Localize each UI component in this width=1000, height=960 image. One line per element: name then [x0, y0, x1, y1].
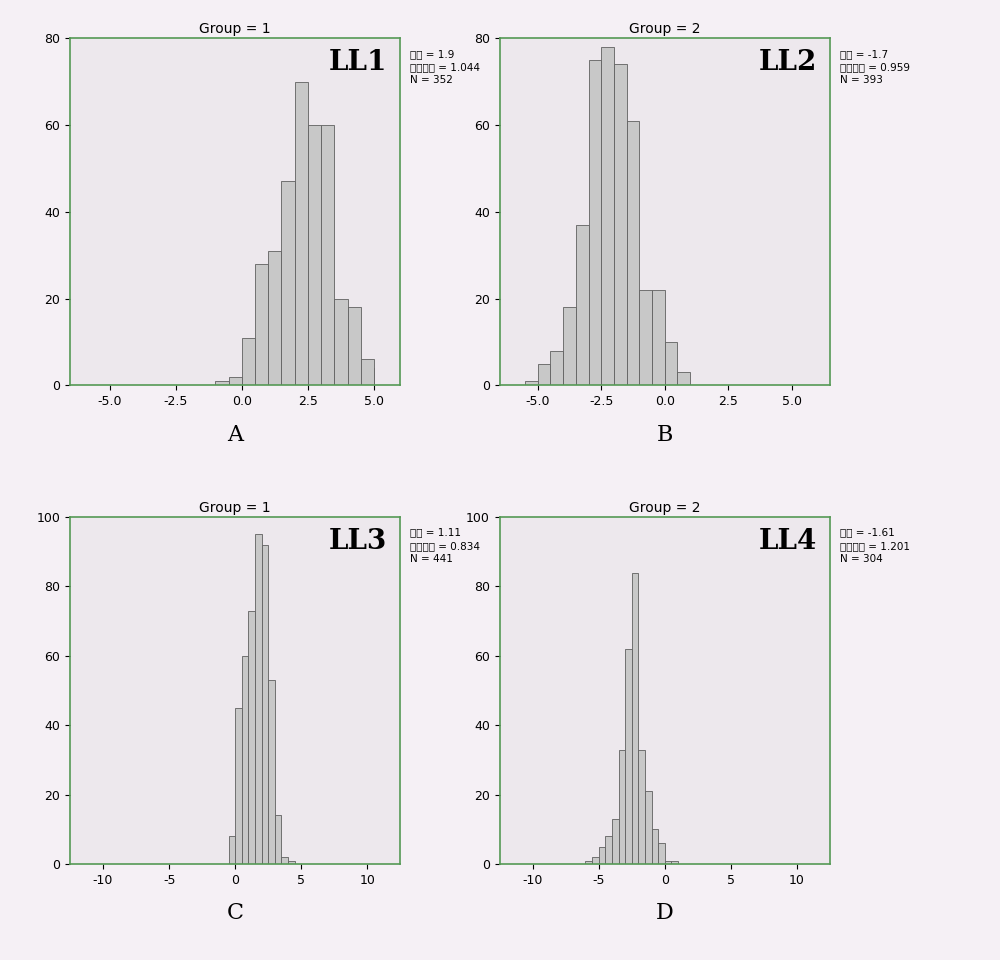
- Bar: [563, 307, 576, 385]
- Bar: [268, 251, 281, 385]
- Text: 均値 = -1.7
标准偏差 = 0.959
N = 393: 均値 = -1.7 标准偏差 = 0.959 N = 393: [840, 49, 910, 85]
- Bar: [639, 290, 652, 385]
- Bar: [229, 376, 242, 385]
- Bar: [229, 836, 235, 864]
- Bar: [255, 535, 262, 864]
- Bar: [295, 82, 308, 385]
- Bar: [361, 359, 374, 385]
- Bar: [677, 372, 690, 385]
- Bar: [361, 368, 374, 385]
- Bar: [275, 815, 281, 864]
- Bar: [638, 750, 645, 864]
- Bar: [576, 225, 589, 385]
- Bar: [605, 836, 612, 864]
- Text: C: C: [227, 902, 244, 924]
- Bar: [281, 181, 295, 385]
- Bar: [248, 611, 255, 864]
- Text: A: A: [227, 423, 243, 445]
- Title: Group = 1: Group = 1: [199, 500, 271, 515]
- Bar: [215, 381, 229, 385]
- Bar: [592, 857, 599, 864]
- Bar: [525, 381, 538, 385]
- Text: LL1: LL1: [329, 49, 387, 76]
- Bar: [627, 121, 639, 385]
- Bar: [281, 857, 288, 864]
- Bar: [665, 860, 671, 864]
- Title: Group = 1: Group = 1: [199, 22, 271, 36]
- Bar: [645, 791, 652, 864]
- Bar: [652, 829, 658, 864]
- Text: LL3: LL3: [329, 527, 387, 555]
- Bar: [619, 750, 625, 864]
- Bar: [671, 860, 678, 864]
- Bar: [321, 125, 334, 385]
- Text: LL4: LL4: [759, 527, 817, 555]
- Bar: [348, 307, 361, 385]
- Text: 均値 = 1.11
标准偏差 = 0.834
N = 441: 均値 = 1.11 标准偏差 = 0.834 N = 441: [410, 527, 480, 564]
- Text: 均値 = -1.61
标准偏差 = 1.201
N = 304: 均値 = -1.61 标准偏差 = 1.201 N = 304: [840, 527, 910, 564]
- Bar: [589, 60, 601, 385]
- Bar: [334, 299, 348, 385]
- Bar: [235, 708, 242, 864]
- Bar: [538, 364, 550, 385]
- Title: Group = 2: Group = 2: [629, 500, 701, 515]
- Bar: [585, 860, 592, 864]
- Bar: [652, 290, 665, 385]
- Bar: [255, 264, 268, 385]
- Bar: [550, 350, 563, 385]
- Bar: [288, 860, 295, 864]
- Bar: [601, 47, 614, 385]
- Bar: [268, 680, 275, 864]
- Bar: [599, 847, 605, 864]
- Bar: [614, 64, 627, 385]
- Bar: [262, 545, 268, 864]
- Bar: [242, 338, 255, 385]
- Bar: [612, 819, 619, 864]
- Bar: [658, 843, 665, 864]
- Text: LL2: LL2: [758, 49, 817, 76]
- Text: D: D: [656, 902, 674, 924]
- Bar: [625, 649, 632, 864]
- Bar: [665, 342, 677, 385]
- Text: B: B: [657, 423, 673, 445]
- Bar: [242, 656, 248, 864]
- Bar: [308, 125, 321, 385]
- Title: Group = 2: Group = 2: [629, 22, 701, 36]
- Text: 均値 = 1.9
标准偏差 = 1.044
N = 352: 均値 = 1.9 标准偏差 = 1.044 N = 352: [410, 49, 480, 85]
- Bar: [632, 572, 638, 864]
